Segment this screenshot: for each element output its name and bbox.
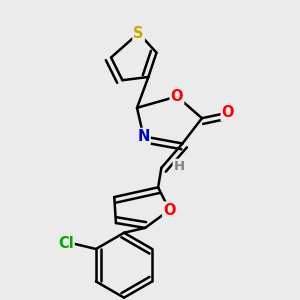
Text: O: O <box>163 202 176 217</box>
Text: N: N <box>137 129 150 144</box>
Text: O: O <box>171 89 183 104</box>
Text: O: O <box>222 105 234 120</box>
Text: Cl: Cl <box>58 236 74 251</box>
Text: S: S <box>134 26 144 41</box>
Text: H: H <box>174 160 185 173</box>
